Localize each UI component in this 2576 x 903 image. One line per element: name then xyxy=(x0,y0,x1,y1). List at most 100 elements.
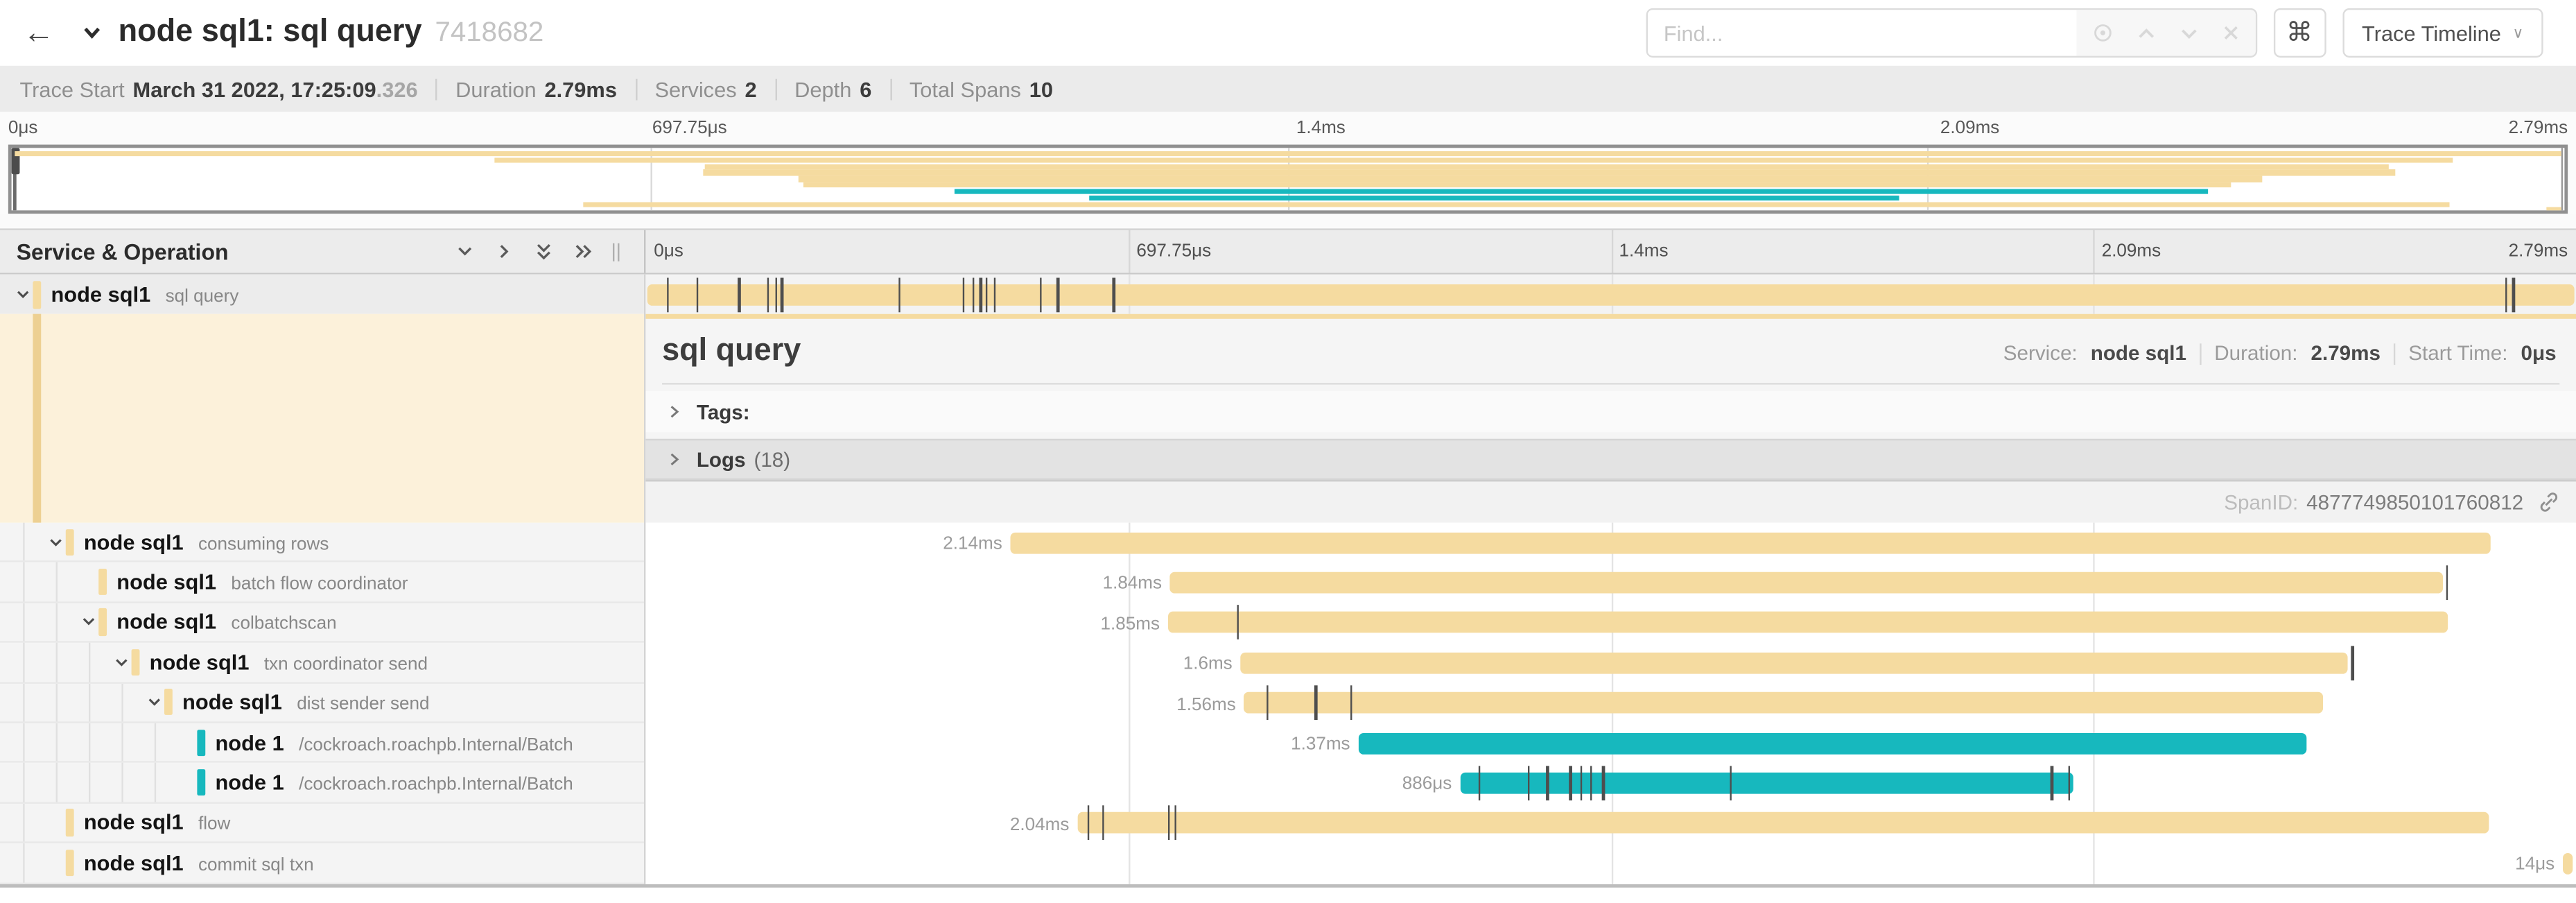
tree-row[interactable]: node sql1 flow xyxy=(0,803,645,844)
span-bar[interactable] xyxy=(1460,772,2073,794)
span-bar-row: 2.04ms xyxy=(645,803,2576,843)
timeline-gridline xyxy=(650,148,652,211)
chevron-down-icon[interactable] xyxy=(146,694,163,711)
tree-row[interactable]: node 1/cockroach.roachpb.Internal/Batch xyxy=(0,723,645,764)
minimap-span xyxy=(494,157,2453,163)
column-resize-grip[interactable] xyxy=(612,242,620,261)
axis-tick-label: 2.09ms xyxy=(2101,241,2161,261)
span-color-bar xyxy=(65,809,73,836)
log-marker-tick xyxy=(898,277,901,312)
tree-row[interactable]: node sql1 commit sql txn xyxy=(0,843,645,884)
find-input[interactable] xyxy=(1647,10,2076,56)
minimap-right-scrubber[interactable] xyxy=(2560,148,2564,211)
tree-indent-guide xyxy=(23,522,25,562)
detail-row-left-fill xyxy=(0,313,645,523)
trace-meta-item: Trace Start March 31 2022, 17:25:09.326 xyxy=(19,76,417,101)
tree-row[interactable]: node sql1 dist sender send xyxy=(0,682,645,723)
tree-controls xyxy=(455,241,627,261)
logs-row[interactable]: Logs (18) xyxy=(645,438,2576,481)
tree-indent-guide xyxy=(88,643,91,682)
tree-indent-guide xyxy=(154,723,157,762)
tree-indent-guide xyxy=(121,763,123,802)
service-name: node sql1 xyxy=(83,810,184,835)
trace-minimap[interactable] xyxy=(8,144,2568,214)
back-arrow-icon[interactable]: ← xyxy=(23,15,55,51)
detail-title-row: sql query Service: node sql1 Duration: 2… xyxy=(645,319,2576,370)
prev-match-icon[interactable] xyxy=(2135,22,2157,44)
span-bar[interactable] xyxy=(647,283,2575,305)
chevron-down-icon[interactable] xyxy=(114,654,130,671)
tags-row[interactable]: Tags: xyxy=(645,391,2576,433)
scrubber-grip-icon[interactable] xyxy=(11,148,20,175)
chevron-right-icon xyxy=(667,404,681,419)
tree-row[interactable]: node 1/cockroach.roachpb.Internal/Batch xyxy=(0,763,645,804)
span-bar[interactable] xyxy=(1010,531,2491,553)
keyboard-shortcuts-button[interactable]: ⌘ xyxy=(2273,8,2326,58)
trace-collapse-chevron-icon[interactable] xyxy=(80,22,103,44)
span-name-group: node sql1 batch flow coordinator xyxy=(116,569,408,594)
operation-name: flow xyxy=(198,815,231,835)
span-bar-row: 2.14ms xyxy=(645,523,2576,563)
service-name: node sql1 xyxy=(116,569,217,594)
log-marker-tick xyxy=(993,277,995,312)
root-span-row[interactable] xyxy=(645,274,2576,314)
focus-match-icon[interactable] xyxy=(2091,22,2114,44)
span-bar[interactable] xyxy=(1167,612,2448,634)
axis-tick-label: 1.4ms xyxy=(1619,241,1669,261)
span-duration-label: 886μs xyxy=(1402,775,1452,795)
operation-name: batch flow coordinator xyxy=(231,574,408,594)
divider xyxy=(435,78,438,100)
log-marker-tick xyxy=(738,277,741,312)
chevron-down-icon[interactable] xyxy=(15,286,31,302)
command-icon: ⌘ xyxy=(2286,19,2313,48)
meta-value: March 31 2022, 17:25:09 xyxy=(132,76,376,101)
log-marker-tick xyxy=(1602,766,1605,800)
meta-value-fraction: .326 xyxy=(376,76,418,101)
span-bar[interactable] xyxy=(1244,691,2324,714)
minimap-span xyxy=(1088,195,1900,201)
log-marker-tick xyxy=(1314,685,1317,721)
grid-header: Service & Operation 0μs 697.75μs 1.4ms 2.09… xyxy=(0,228,2576,275)
tree-indent-guide xyxy=(23,603,25,642)
chevron-down-icon[interactable] xyxy=(48,533,64,550)
tree-indent-guide xyxy=(23,643,25,682)
log-marker-tick xyxy=(695,277,698,312)
meta-value: 6 xyxy=(860,76,872,101)
clear-find-icon[interactable] xyxy=(2220,23,2240,42)
span-bar[interactable] xyxy=(1169,571,2444,594)
span-bar-row: 1.37ms xyxy=(645,723,2576,764)
list-bottom-border xyxy=(0,884,2576,888)
tree-row[interactable]: node sql1 batch flow coordinator xyxy=(0,562,645,603)
expand-one-icon[interactable] xyxy=(494,241,514,261)
tree-indent-guide xyxy=(154,763,157,802)
link-icon[interactable] xyxy=(2538,492,2559,513)
log-marker-tick xyxy=(2351,645,2354,680)
span-bar[interactable] xyxy=(1358,732,2306,754)
log-marker-tick xyxy=(980,277,982,312)
span-duration-label: 14μs xyxy=(2515,854,2555,875)
expand-all-icon[interactable] xyxy=(573,241,593,261)
minimap-left-scrubber[interactable] xyxy=(11,148,20,211)
trace-id: 7418682 xyxy=(435,16,544,48)
span-duration-label: 1.6ms xyxy=(1183,654,1233,675)
span-bar[interactable] xyxy=(1240,652,2348,673)
tree-indent-guide xyxy=(23,803,25,842)
collapse-all-icon[interactable] xyxy=(534,241,553,261)
log-marker-tick xyxy=(1167,805,1170,841)
tree-row[interactable]: node sql1 sql query xyxy=(0,274,645,314)
next-match-icon[interactable] xyxy=(2178,22,2200,44)
timeline-body: node sql1 commit sql txn node sql1 flow node… xyxy=(0,274,2576,900)
span-bar[interactable] xyxy=(2563,852,2574,875)
trace-view-selector-button[interactable]: Trace Timeline ∨ xyxy=(2342,8,2543,58)
collapse-one-icon[interactable] xyxy=(455,241,474,261)
tree-row[interactable]: node sql1 txn coordinator send xyxy=(0,643,645,683)
chevron-right-icon xyxy=(667,452,681,467)
start-time-value: 0μs xyxy=(2521,341,2557,366)
tree-row[interactable]: node sql1 colbatchscan xyxy=(0,603,645,644)
minimap-span xyxy=(798,176,2263,182)
span-bar[interactable] xyxy=(1077,812,2489,834)
tree-row[interactable]: node sql1 consuming rows xyxy=(0,522,645,563)
chevron-down-icon[interactable] xyxy=(80,614,97,630)
log-marker-tick xyxy=(1729,766,1732,800)
meta-value: 10 xyxy=(1029,76,1054,101)
